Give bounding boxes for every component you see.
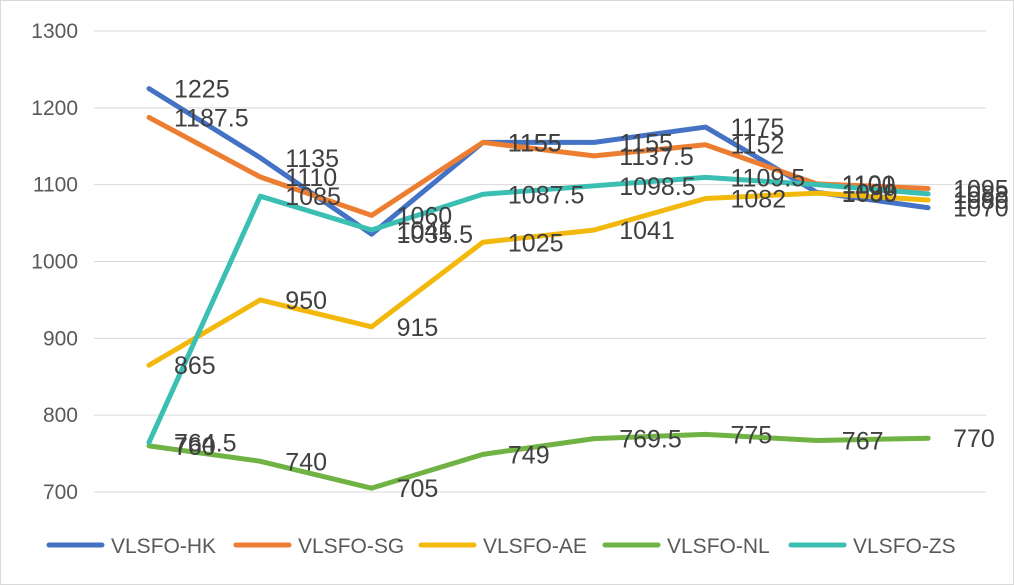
data-label-vlsfo-zs: 1100 xyxy=(842,172,896,200)
y-tick-label: 1200 xyxy=(31,97,78,120)
data-label-vlsfo-sg: 1187.5 xyxy=(174,104,249,132)
data-label-vlsfo-sg: 1155 xyxy=(508,129,562,157)
legend-label: VLSFO-NL xyxy=(667,535,770,558)
series-line-vlsfo-ae xyxy=(146,190,931,368)
data-label-vlsfo-sg: 1152 xyxy=(731,132,785,160)
data-label-vlsfo-nl: 760 xyxy=(174,433,216,461)
data-label-vlsfo-sg: 1110 xyxy=(285,164,337,192)
y-tick-label: 1100 xyxy=(33,174,78,197)
data-label-vlsfo-ae: 865 xyxy=(174,352,216,380)
data-label-vlsfo-zs: 1041 xyxy=(397,217,453,245)
legend: VLSFO-HK VLSFO-SG VLSFO-AE VLSFO-NL VLSFO-ZS xyxy=(46,535,956,558)
data-label-vlsfo-hk: 1175 xyxy=(731,114,785,142)
y-tick-label: 900 xyxy=(43,327,78,350)
data-label-vlsfo-nl: 767 xyxy=(842,428,884,456)
series-line-vlsfo-sg xyxy=(146,114,931,218)
data-label-vlsfo-hk: 1035.5 xyxy=(397,221,473,249)
data-label-vlsfo-hk: 1135 xyxy=(285,145,339,173)
y-tick-label: 1000 xyxy=(31,251,78,274)
data-label-vlsfo-ae: 1080 xyxy=(953,187,1009,215)
data-label-vlsfo-ae: 1041 xyxy=(619,217,675,245)
data-label-vlsfo-nl: 775 xyxy=(731,421,773,449)
y-axis-ticks: 700 800 900 1000 1100 1200 1300 xyxy=(31,20,78,504)
data-label-vlsfo-sg: 1095 xyxy=(953,176,1009,204)
legend-label: VLSFO-ZS xyxy=(853,535,956,558)
data-label-vlsfo-ae: 950 xyxy=(285,287,327,315)
data-label-vlsfo-ae: 1089 xyxy=(842,180,898,208)
data-label-vlsfo-nl: 770 xyxy=(953,425,995,453)
data-label-vlsfo-ae: 915 xyxy=(397,314,439,342)
data-label-vlsfo-sg: 1137.5 xyxy=(619,143,694,171)
data-label-vlsfo-nl: 749 xyxy=(508,441,550,469)
data-label-vlsfo-zs: 1087.5 xyxy=(508,181,584,209)
data-label-vlsfo-nl: 705 xyxy=(397,475,439,503)
data-label-vlsfo-ae: 1082 xyxy=(731,185,787,213)
series-line-vlsfo-zs xyxy=(146,174,931,445)
data-label-vlsfo-sg: 1101 xyxy=(842,171,896,199)
data-label-vlsfo-nl: 740 xyxy=(285,448,327,476)
y-tick-label: 800 xyxy=(43,404,78,427)
data-label-vlsfo-nl: 769.5 xyxy=(619,426,682,454)
legend-label: VLSFO-HK xyxy=(111,535,216,558)
legend-label: VLSFO-SG xyxy=(298,535,404,558)
data-label-vlsfo-hk: 1225 xyxy=(174,76,230,104)
data-label-vlsfo-sg: 1060 xyxy=(397,202,453,230)
data-label-vlsfo-zs: 764.5 xyxy=(174,429,237,457)
data-label-vlsfo-hk: 1070 xyxy=(953,195,1009,223)
data-label-vlsfo-hk: 1155 xyxy=(619,129,673,157)
data-label-vlsfo-ae: 1025 xyxy=(508,229,564,257)
data-label-vlsfo-zs: 1088 xyxy=(953,181,1009,209)
data-label-vlsfo-zs: 1085 xyxy=(285,183,341,211)
series-lines xyxy=(146,86,931,491)
gridlines xyxy=(94,30,986,493)
data-label-vlsfo-zs: 1109.5 xyxy=(731,164,806,192)
series-line-vlsfo-hk xyxy=(146,86,931,237)
legend-label: VLSFO-AE xyxy=(483,535,587,558)
y-tick-label: 700 xyxy=(43,481,78,504)
data-label-vlsfo-hk: 1090 xyxy=(842,179,898,207)
data-labels: 1225 1135 1035.5 1155 1155 1175 1090 1070 1187.5… xyxy=(174,76,1009,504)
data-label-vlsfo-zs: 1098.5 xyxy=(619,173,695,201)
y-tick-label: 1300 xyxy=(31,20,78,43)
data-label-vlsfo-hk: 1155 xyxy=(508,129,562,157)
series-line-vlsfo-nl xyxy=(146,431,931,491)
